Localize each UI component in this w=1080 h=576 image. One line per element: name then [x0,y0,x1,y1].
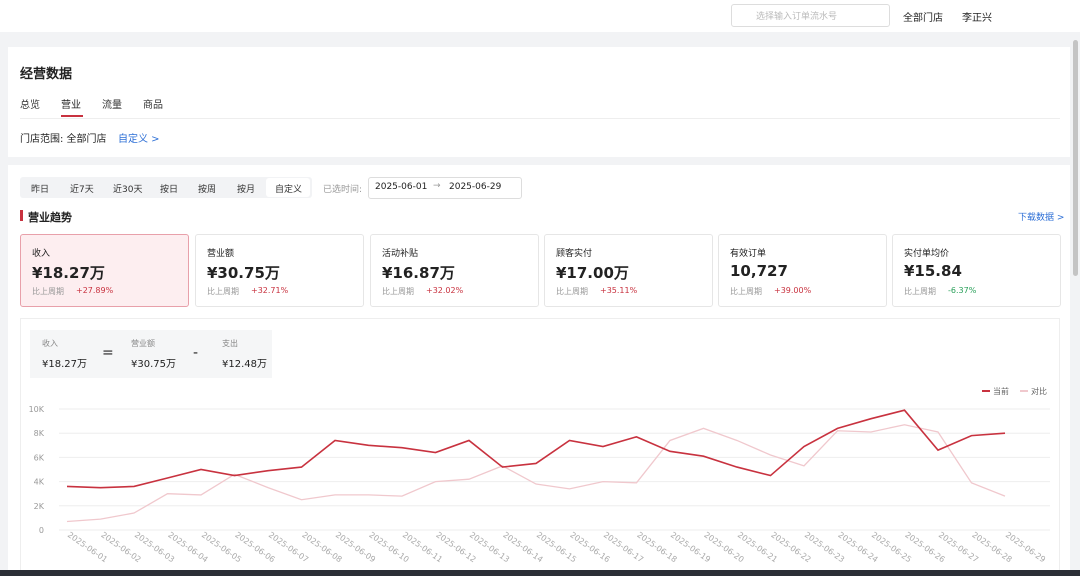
card-change: +32.02% [426,286,464,295]
store-scope: 门店范围: 全部门店 [20,134,107,145]
card-change: +32.71% [251,286,289,295]
card-value: ¥17.00万 [556,264,629,282]
card-compare: 比上周期 [207,287,239,296]
y-tick-label: 8K [34,429,45,438]
card-compare: 比上周期 [32,287,64,296]
filter-bar [20,177,312,198]
button-active [266,178,310,197]
section-title: 营业趋势 [28,211,72,224]
formula-value: ¥12.48万 [222,359,267,370]
section-marker [20,210,23,221]
metric-card[interactable] [544,234,713,307]
card-compare: 比上周期 [382,287,414,296]
topbar [0,0,1080,32]
formula-value: ¥18.27万 [42,359,87,370]
arrow: → [433,181,441,191]
card-compare: 比上周期 [556,287,588,296]
card-value: ¥30.75万 [207,264,280,282]
formula-op: - [193,345,199,361]
formula-box [30,330,272,378]
filter-button[interactable]: 按日 [160,185,179,195]
card-value: ¥15.84 [904,262,962,280]
filter-button[interactable]: 近30天 [113,185,143,195]
y-tick-label: 2K [34,502,45,511]
date-range[interactable]: 2025-06-01 → 2025-06-29 [368,177,522,199]
card-label: 实付单均价 [904,249,950,259]
user-name[interactable]: 李正兴 [962,13,992,24]
tab-underline [61,115,83,117]
card-label: 有效订单 [730,249,767,259]
filter-button[interactable]: 昨日 [31,185,50,195]
metric-card[interactable] [892,234,1061,307]
legend-label: 对比 [1031,386,1047,396]
card-compare: 比上周期 [904,287,936,296]
search-box[interactable]: 选择输入订单流水号 [731,4,890,27]
legend-label: 当前 [993,386,1009,396]
header-panel [8,47,1070,157]
metric-card[interactable] [718,234,887,307]
date-start: 2025-06-01 [375,182,428,192]
tab[interactable]: 流量 [102,100,122,111]
card-label: 收入 [32,249,51,259]
tab[interactable]: 营业 [61,100,81,111]
metric-card[interactable] [370,234,539,307]
formula-op: = [102,345,114,361]
filter-button[interactable]: 自定义 [275,185,303,195]
scope-link[interactable]: 自定义 > [118,134,160,145]
tab[interactable]: 总览 [20,100,40,111]
taskbar [0,570,1080,576]
card-change: +39.00% [774,286,812,295]
card-compare: 比上周期 [730,287,762,296]
formula-label: 营业额 [131,339,155,348]
filter-button[interactable]: 近7天 [70,185,94,195]
series-line [66,409,1006,489]
formula-label: 收入 [42,339,58,348]
card-change: -6.37% [948,286,977,295]
scrollbar [1073,40,1078,276]
tab[interactable]: 商品 [143,100,163,111]
chart: 02K4K6K8K10K2025-06-012025-06-022025-06-… [29,386,1050,564]
divider [20,118,1060,119]
card-value: ¥16.87万 [382,264,455,282]
search-placeholder: 选择输入订单流水号 [756,12,838,22]
filter-button[interactable]: 按月 [237,185,256,195]
store-select[interactable]: 全部门店 [903,13,943,24]
selected-label: 已选时间: [323,185,363,195]
download-link[interactable]: 下载数据 > [1018,213,1065,223]
formula-value: ¥30.75万 [131,359,176,370]
metric-card[interactable] [195,234,364,307]
card-label: 营业额 [207,249,235,259]
y-tick-label: 4K [34,478,45,487]
series-line [66,424,1006,523]
y-tick-label: 6K [34,453,45,462]
filter-button[interactable]: 按周 [198,185,217,195]
y-tick-label: 0 [39,526,44,535]
card-change: +35.11% [600,286,638,295]
card-value: ¥18.27万 [32,264,105,282]
metric-card[interactable] [20,234,189,307]
y-tick-label: 10K [29,405,45,414]
card-value: 10,727 [730,262,788,280]
formula-label: 支出 [222,339,238,348]
card-label: 顾客实付 [556,249,593,259]
page-title: 经营数据 [20,67,73,82]
date-end: 2025-06-29 [449,182,502,192]
card-change: +27.89% [76,286,114,295]
card-label: 活动补贴 [382,249,419,259]
